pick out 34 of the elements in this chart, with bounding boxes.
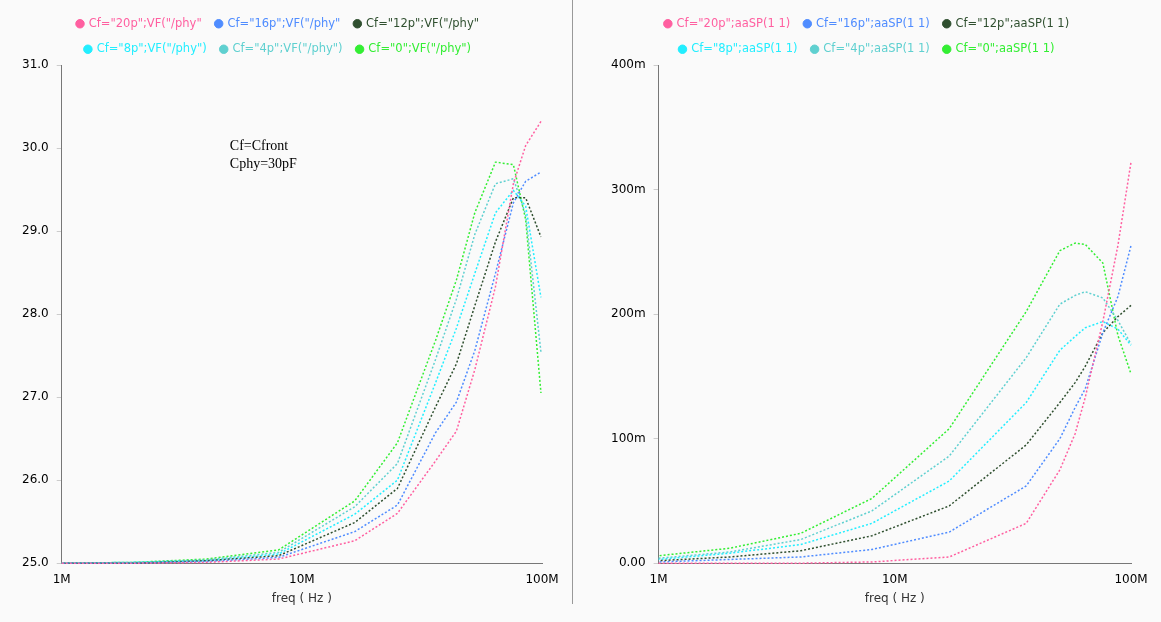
legend-label: Cf="16p";aaSP(1 1) [816,15,930,30]
legend-label: Cf="0";VF("/phy") [368,41,472,56]
legend-label: Cf="16p";VF("/phy" [227,15,341,30]
y-tick-label: 200m [611,306,646,321]
y-tick-label: 29.0 [22,223,49,238]
annotation: Cf=Cfront [229,138,289,154]
y-tick-label: 26.0 [22,472,49,487]
legend-label: Cf="12p";VF("/phy" [366,15,480,30]
legend-label: Cf="4p";VF("/phy") [232,41,343,56]
y-tick-label: 100m [611,430,646,445]
y-tick-label: 400m [611,57,646,72]
y-tick-label: 28.0 [22,306,49,321]
y-tick-label: 0.00 [618,555,646,570]
legend-label: Cf="20p";aaSP(1 1) [676,15,791,30]
legend-label: Cf="20p";VF("/phy" [88,15,202,30]
legend-label: Cf="12p";aaSP(1 1) [955,15,1070,30]
y-tick-label: 31.0 [22,57,49,72]
x-tick-label: 100M [525,571,559,586]
legend-label: Cf="0";aaSP(1 1) [955,41,1055,56]
x-tick-label: 10M [289,571,315,586]
x-tick-label: 100M [1114,571,1148,586]
annotation: Cphy=30pF [229,156,298,172]
legend-label: Cf="4p";aaSP(1 1) [823,41,930,56]
x-axis-title: freq ( Hz ) [271,590,332,605]
x-tick-label: 1M [52,571,71,586]
y-tick-label: 300m [611,181,646,196]
y-tick-label: 27.0 [22,389,49,404]
legend-label: Cf="8p";aaSP(1 1) [691,41,798,56]
x-axis-title: freq ( Hz ) [864,590,925,605]
x-tick-label: 10M [881,571,908,586]
y-tick-label: 30.0 [22,140,49,155]
y-tick-label: 25.0 [22,555,49,570]
x-tick-label: 1M [649,571,668,586]
legend-label: Cf="8p";VF("/phy") [96,41,207,56]
